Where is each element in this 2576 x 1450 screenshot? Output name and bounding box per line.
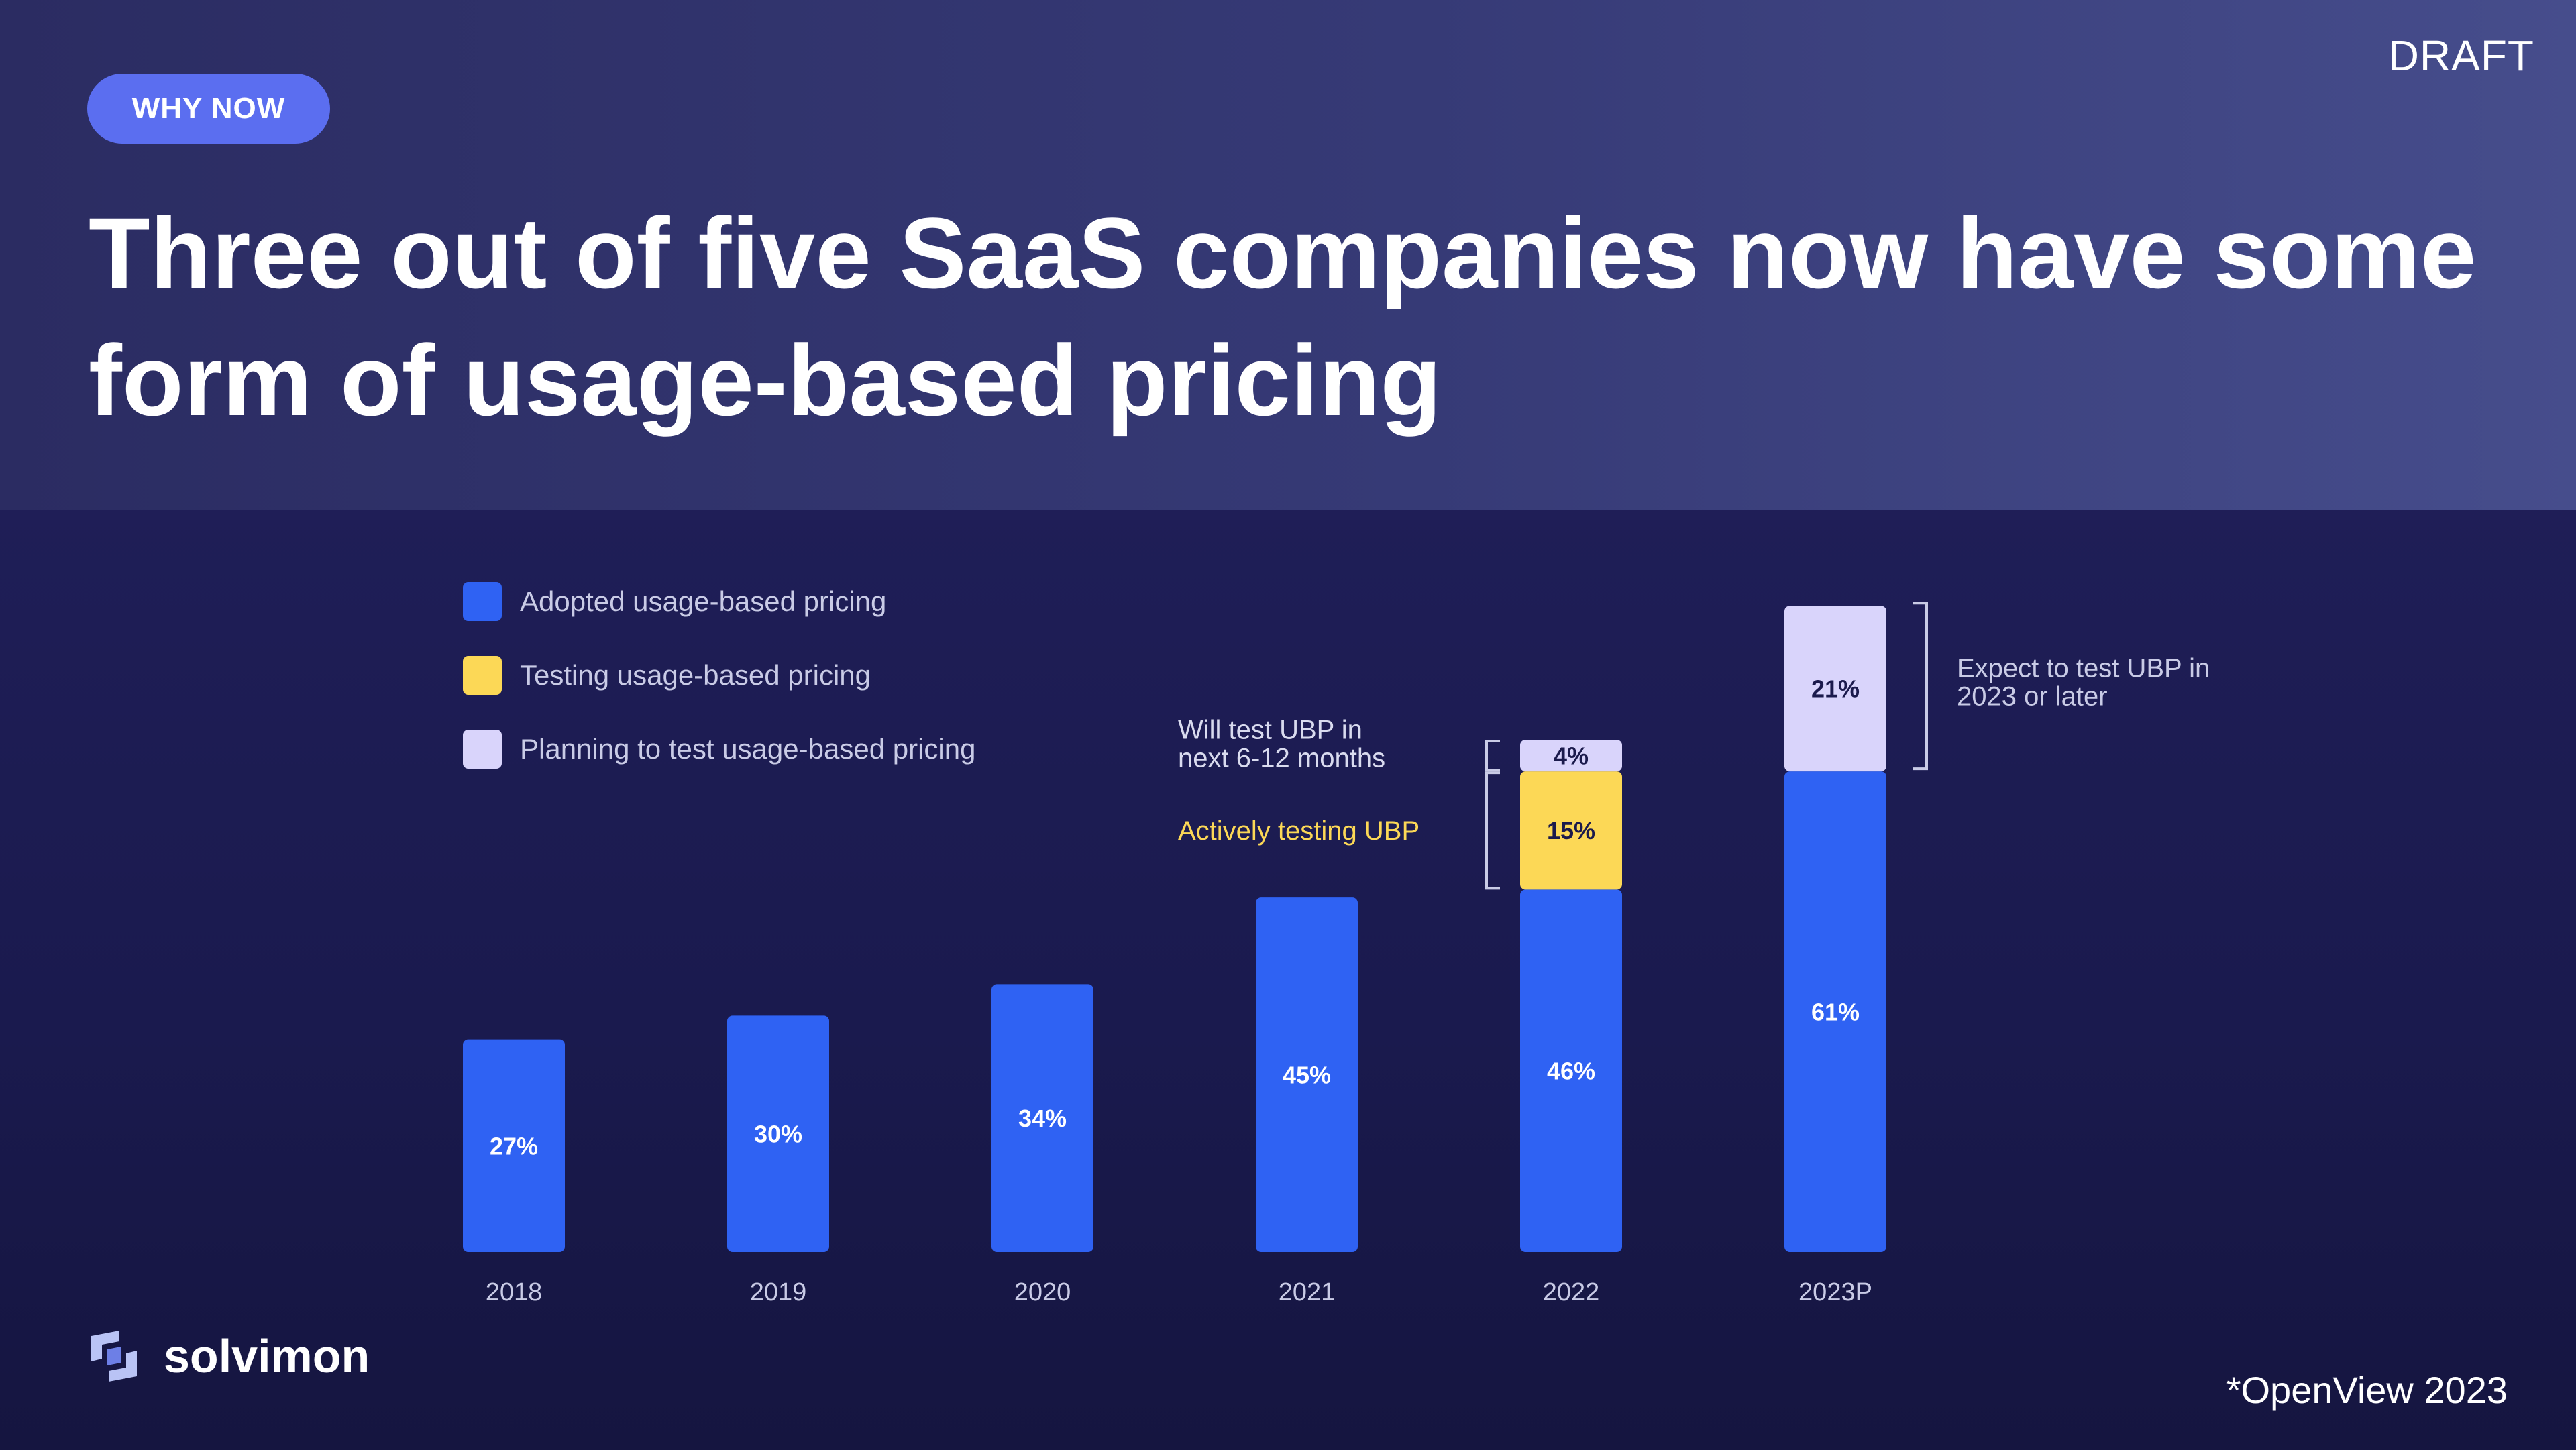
- legend-label-0: Adopted usage-based pricing: [520, 585, 886, 617]
- chart-x-axis: 2018 2019 2020 2021 2022 2023P: [486, 1278, 1872, 1306]
- data-label-2020-0: 34%: [1018, 1105, 1067, 1132]
- bar-2023P-adopted-usage-based-pricing: [1784, 771, 1886, 1252]
- data-label-2023P-0: 61%: [1811, 999, 1860, 1026]
- data-label-2022-1: 15%: [1547, 817, 1595, 844]
- source-note: *OpenView 2023: [2226, 1369, 2508, 1411]
- x-tick-label-2020: 2020: [1014, 1278, 1071, 1306]
- legend-label-1: Testing usage-based pricing: [520, 659, 871, 691]
- chart-data-labels: 27% 30% 34% 45% 46% 15% 4% 61% 21%: [490, 675, 1860, 1160]
- data-label-2019-0: 30%: [754, 1121, 802, 1148]
- bar-2022-planning-to-test-usage-based-pricing: [1520, 740, 1622, 772]
- solvimon-logo: solvimon: [85, 1323, 370, 1390]
- data-label-2018-0: 27%: [490, 1132, 538, 1160]
- bar-2023P-planning-to-test-usage-based-pricing: [1784, 606, 1886, 772]
- chart-annotations: Will test UBP in next 6-12 months Actively…: [1178, 602, 2210, 890]
- why-now-badge: WHY NOW: [87, 74, 330, 144]
- annotation-bracket-1: [1485, 771, 1500, 890]
- annotation-2: Expect to test UBP in 2023 or later: [1957, 654, 2210, 712]
- data-label-2022-0: 46%: [1547, 1058, 1595, 1085]
- bar-2018-adopted-usage-based-pricing: [463, 1039, 565, 1252]
- bar-2019-adopted-usage-based-pricing: [727, 1015, 829, 1252]
- annotation-bracket-0: [1485, 740, 1500, 772]
- data-label-2023P-2: 21%: [1811, 675, 1860, 703]
- chart-bars: [463, 606, 1886, 1252]
- data-label-2022-2: 4%: [1554, 742, 1589, 770]
- solvimon-logo-icon: [91, 1331, 137, 1382]
- x-tick-label-2021: 2021: [1279, 1278, 1336, 1306]
- x-tick-label-2018: 2018: [486, 1278, 543, 1306]
- legend-label-2: Planning to test usage-based pricing: [520, 733, 975, 765]
- legend-swatch-1: [463, 656, 502, 695]
- x-tick-label-2023P: 2023P: [1799, 1278, 1872, 1306]
- legend-swatch-2: [463, 730, 502, 769]
- bar-2022-adopted-usage-based-pricing: [1520, 889, 1622, 1252]
- x-tick-label-2022: 2022: [1543, 1278, 1600, 1306]
- annotation-0: Will test UBP in next 6-12 months: [1178, 716, 1385, 773]
- draft-label: DRAFT: [2387, 32, 2534, 80]
- annotation-1: Actively testing UBP: [1178, 816, 1419, 846]
- x-tick-label-2019: 2019: [750, 1278, 807, 1306]
- annotation-bracket-2: [1913, 602, 1928, 771]
- chart-legend: Adopted usage-based pricing Testing usage…: [463, 582, 975, 769]
- header-band: [0, 0, 2576, 510]
- data-label-2021-0: 45%: [1283, 1062, 1331, 1089]
- legend-swatch-0: [463, 582, 502, 621]
- bar-2021-adopted-usage-based-pricing: [1256, 897, 1358, 1252]
- page-title: Three out of five SaaS companies now hav…: [89, 197, 2477, 437]
- bar-2022-testing-usage-based-pricing: [1520, 771, 1622, 890]
- bar-2020-adopted-usage-based-pricing: [991, 984, 1093, 1252]
- solvimon-logo-text: solvimon: [164, 1330, 370, 1382]
